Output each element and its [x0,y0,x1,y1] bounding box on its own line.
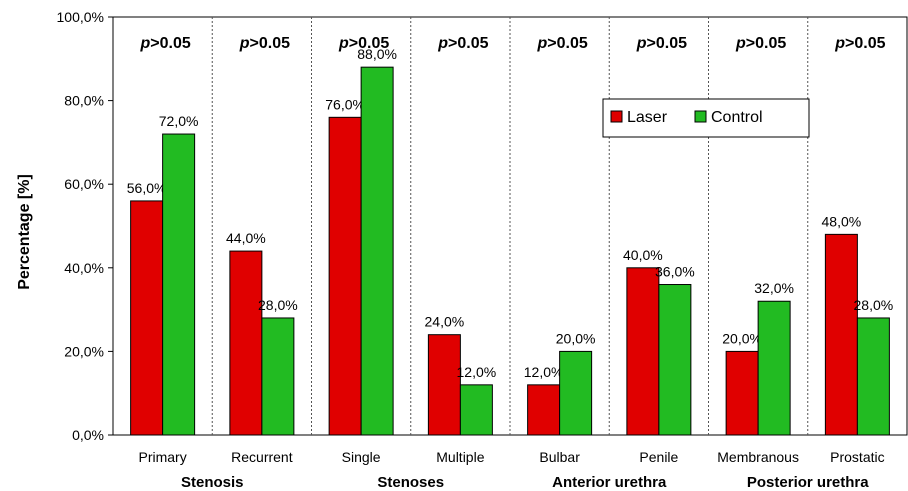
bar-control [360,66,394,436]
p-value-annotation: p>0.05 [239,35,290,52]
legend-swatch-control [694,110,707,123]
plot-area: 0,0% 20,0% 40,0% 60,0% 80,0% 100,0% 56,0% 44,0%… [57,9,908,491]
y-tick-label: 80,0% [64,93,104,109]
bar-laser [130,200,164,436]
data-label-laser: 12,0% [524,364,564,380]
x-tick-label: Penile [639,449,678,465]
legend: Laser Control [602,98,810,138]
x-tick-label: Multiple [436,449,484,465]
bar-control [162,133,196,436]
data-label-laser: 48,0% [822,213,862,229]
data-label-laser: 76,0% [325,96,365,112]
data-label-control: 28,0% [854,297,894,313]
data-label-control: 88,0% [357,46,397,62]
y-tick-label: 60,0% [64,176,104,192]
y-tick-label: 0,0% [72,427,104,443]
bar-laser [725,350,759,436]
data-label-laser: 20,0% [722,330,762,346]
bar-control [459,384,493,436]
x-tick-label: Single [342,449,381,465]
p-value-annotation: p>0.05 [536,35,587,52]
group-label: Stenosis [181,474,244,491]
y-tick-label: 20,0% [64,343,104,359]
data-label-laser: 24,0% [425,314,465,330]
y-tick-label: 100,0% [57,9,104,25]
bar-laser [626,267,660,436]
p-value-annotation: p>0.05 [735,35,786,52]
data-label-control: 28,0% [258,297,298,313]
p-value-annotation: p>0.05 [636,35,687,52]
data-label-laser: 44,0% [226,230,266,246]
p-value-annotation: p>0.05 [338,35,389,52]
group-label: Stenoses [377,474,444,491]
bar-laser [229,250,263,436]
bar-control [261,317,295,436]
p-value-annotation: p>0.05 [437,35,488,52]
bar-control [559,350,593,436]
data-label-control: 12,0% [457,364,497,380]
bar-laser [527,384,561,436]
x-tick-label: Recurrent [231,449,293,465]
x-tick-label: Membranous [717,449,799,465]
bar-control [658,284,692,436]
data-label-control: 72,0% [159,113,199,129]
x-tick-label: Primary [139,449,187,465]
legend-label-control: Control [711,109,763,126]
bar-laser [328,116,362,436]
legend-swatch-laser [610,110,623,123]
data-label-control: 36,0% [655,264,695,280]
bar-control [856,317,890,436]
data-label-laser: 40,0% [623,247,663,263]
legend-label-laser: Laser [627,109,668,126]
p-value-annotation: p>0.05 [139,35,190,52]
x-tick-label: Prostatic [830,449,884,465]
p-value-annotation: p>0.05 [834,35,885,52]
bar-laser [427,334,461,436]
data-label-control: 20,0% [556,330,596,346]
bar-laser [824,233,858,436]
group-label: Posterior urethra [747,474,869,491]
y-tick-label: 40,0% [64,260,104,276]
group-label: Anterior urethra [552,474,667,491]
data-label-laser: 56,0% [127,180,167,196]
x-tick-label: Bulbar [539,449,580,465]
y-axis-label: Percentage [%] [16,174,33,290]
bar-control [757,300,791,436]
data-label-control: 32,0% [754,280,794,296]
